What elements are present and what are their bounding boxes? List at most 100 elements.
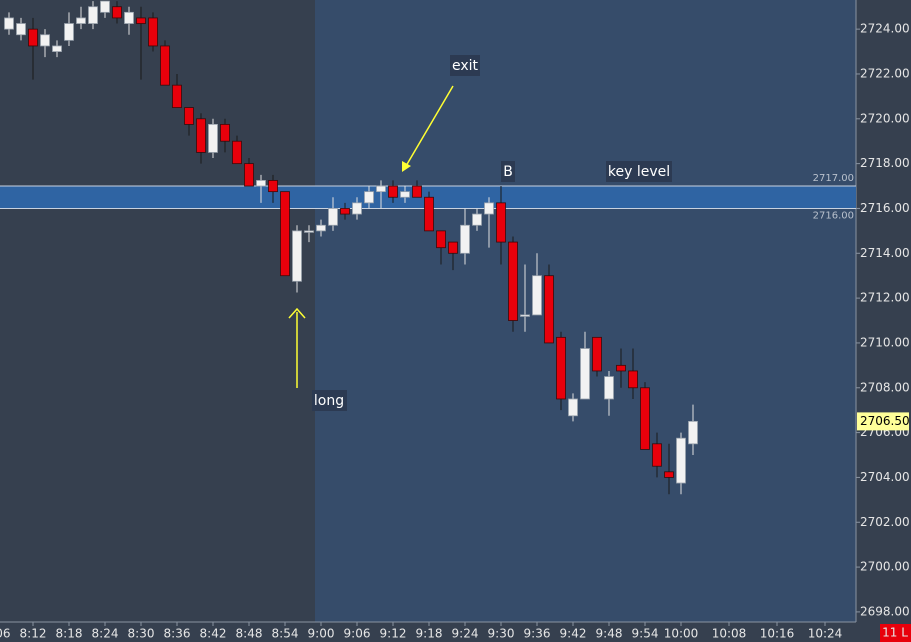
candle-body (196, 118, 206, 153)
status-box (880, 624, 911, 642)
candle-body (400, 191, 410, 198)
candle-body (484, 202, 494, 215)
y-tick-label: 2712.00 (860, 291, 910, 305)
exit-arrow-head (402, 161, 411, 172)
x-tick-label: 9:00 (308, 627, 335, 641)
candle-body (364, 191, 374, 204)
x-tick-label: 10:24 (808, 627, 843, 641)
y-tick-label: 2724.00 (860, 22, 910, 36)
candle-body (124, 11, 134, 24)
candle-body (136, 17, 146, 24)
candle-body (628, 370, 638, 389)
x-tick-label: 9:54 (632, 627, 659, 641)
candle-body (292, 230, 302, 282)
y-tick-label: 2718.00 (860, 156, 910, 170)
y-tick-label: 2720.00 (860, 111, 910, 125)
candle-body (28, 28, 38, 47)
candle-body (328, 208, 338, 226)
x-tick-label: 9:42 (560, 627, 587, 641)
x-tick-label: 8:48 (236, 627, 263, 641)
candle-body (460, 224, 470, 254)
x-tick-label: 8:54 (272, 627, 299, 641)
candle-body (220, 124, 230, 142)
candle-body (556, 336, 566, 400)
y-tick-label: 2708.00 (860, 380, 910, 394)
candle-body (604, 376, 614, 400)
candle-body (520, 314, 530, 317)
candle-body (316, 224, 326, 232)
candle-body (232, 140, 242, 165)
candle-body (64, 23, 74, 41)
candle-body (304, 230, 314, 233)
last-price-box (857, 412, 909, 431)
long-arrow-head (288, 307, 306, 319)
candle-body (568, 398, 578, 417)
candle-body (40, 34, 50, 47)
x-tick-label: 8:42 (200, 627, 227, 641)
y-tick-label: 2722.00 (860, 66, 910, 80)
last-price-label: 2706.50 (860, 414, 910, 428)
y-tick-label: 2704.00 (860, 470, 910, 484)
x-tick-label: 8:12 (20, 627, 47, 641)
candle-body (388, 185, 398, 198)
x-tick-label: 9:06 (344, 627, 371, 641)
session-area (315, 0, 856, 622)
y-tick-label: 2714.00 (860, 246, 910, 260)
x-tick-label: 8:06 (0, 627, 10, 641)
y-tick-label: 2702.00 (860, 515, 910, 529)
candle-body (448, 241, 458, 254)
status: 11 L (882, 626, 908, 640)
y-tick-label: 2710.00 (860, 335, 910, 349)
candle-body (16, 23, 26, 36)
long-label-box (312, 390, 347, 411)
x-tick-label: 8:18 (56, 627, 83, 641)
candle-body (436, 230, 446, 249)
b-label-box (501, 161, 515, 182)
x-tick-label: 10:16 (760, 627, 795, 641)
x-tick-label: 9:24 (452, 627, 479, 641)
x-tick-label: 9:36 (524, 627, 551, 641)
candle-body (244, 163, 254, 187)
key-level-box (606, 161, 672, 182)
candle-body (268, 180, 278, 193)
candle-body (52, 45, 62, 52)
candle-body (424, 196, 434, 232)
key-level-low-label: 2716.00 (813, 210, 854, 221)
candle-body (496, 202, 506, 243)
candle-body (544, 275, 554, 344)
exit-label-box (450, 55, 480, 76)
candle-body (148, 17, 158, 47)
y-tick-label: 2716.00 (860, 201, 910, 215)
x-tick-label: 8:30 (128, 627, 155, 641)
x-tick-label: 9:12 (380, 627, 407, 641)
y-tick-label: 2700.00 (860, 560, 910, 574)
candle-body (580, 348, 590, 400)
x-tick-label: 8:24 (92, 627, 119, 641)
candle-body (280, 191, 290, 277)
candle-body (592, 336, 602, 372)
long-label: long (314, 393, 344, 409)
candle-body (412, 185, 422, 198)
candle-body (256, 180, 266, 187)
candle-body (508, 241, 518, 321)
candle-body (208, 124, 218, 153)
b-label: B (503, 164, 513, 180)
y-tick-label: 2698.00 (860, 604, 910, 618)
candle-body (640, 387, 650, 450)
x-tick-label: 9:30 (488, 627, 515, 641)
candle-body (172, 84, 182, 108)
x-tick-label: 10:08 (712, 627, 747, 641)
candle-body (100, 0, 110, 13)
candle-body (184, 107, 194, 125)
candle-body (88, 6, 98, 24)
candle-body (76, 17, 86, 24)
key-level-label: key level (608, 164, 670, 180)
candle-body (352, 202, 362, 215)
candle-body (4, 17, 14, 30)
x-tick-label: 9:18 (416, 627, 443, 641)
x-tick-label: 9:48 (596, 627, 623, 641)
candle-body (472, 213, 482, 226)
candle-body (532, 275, 542, 316)
